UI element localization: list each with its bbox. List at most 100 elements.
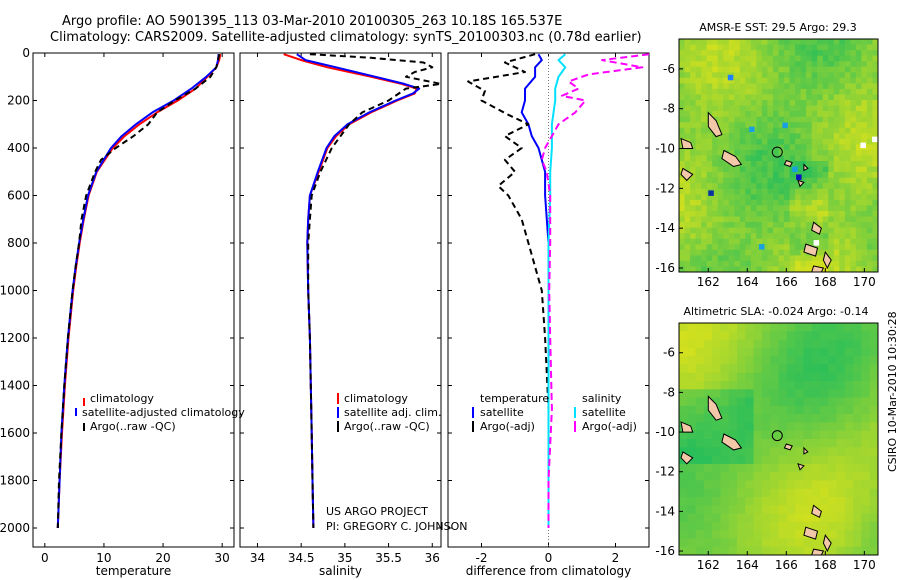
map-cell [784, 88, 791, 95]
map-cell [789, 55, 796, 62]
map-cell [795, 233, 802, 240]
map-cell [723, 260, 730, 267]
map-cell [737, 356, 746, 365]
map-cell [817, 127, 824, 134]
map-cell [767, 116, 774, 123]
map-cell [811, 44, 818, 51]
island [783, 443, 793, 451]
map-cell [753, 372, 763, 382]
map-cell [679, 238, 686, 245]
map-cell [861, 472, 871, 481]
map-cell [839, 138, 846, 145]
map-cell [679, 188, 686, 195]
map-cell [695, 183, 702, 190]
map-cell [737, 472, 746, 481]
map-cell [806, 77, 813, 84]
map-cell [679, 480, 688, 490]
map-cell [795, 447, 804, 457]
map-cell [717, 50, 724, 57]
map-cell [728, 188, 735, 195]
map-cell [745, 439, 755, 448]
map-cell [795, 116, 802, 123]
map-cell [861, 155, 868, 162]
map-cell [684, 211, 691, 218]
map-cell [789, 50, 796, 57]
map-cell [739, 66, 746, 73]
map-cell [684, 150, 691, 157]
map-cell [833, 194, 840, 201]
map-cell [811, 472, 821, 481]
map-cell [695, 405, 705, 415]
map-cell [822, 61, 829, 68]
map-cell [803, 463, 813, 473]
map-cell [844, 331, 854, 341]
map-cell [817, 133, 824, 140]
map-cell [706, 127, 713, 134]
island [803, 243, 819, 257]
map-cell [728, 116, 735, 123]
map-cell [720, 405, 730, 415]
map-cell [828, 233, 835, 240]
map-cell [800, 266, 807, 272]
map-cell [822, 166, 829, 173]
map-cell [844, 39, 851, 46]
map-cell [789, 150, 796, 157]
map-cell [806, 100, 813, 107]
map-cell [695, 389, 705, 399]
map-cell [745, 138, 752, 145]
map-cell [778, 546, 788, 555]
map-cell [866, 105, 873, 112]
map-cell [701, 144, 708, 151]
map-anomaly-cell [759, 244, 765, 250]
map-cell [712, 233, 719, 240]
map-cell [795, 472, 804, 481]
map-cell [806, 216, 813, 223]
map-cell [778, 397, 788, 407]
map-cell [872, 83, 878, 90]
map-cell [861, 497, 871, 506]
map-cell [701, 211, 708, 218]
map-cell [728, 472, 738, 481]
map-cell [723, 44, 730, 51]
map-cell [853, 347, 862, 357]
map-cell [811, 111, 818, 118]
map-cell [728, 133, 735, 140]
map-x-tick-label: 162 [697, 275, 720, 289]
map-cell [820, 463, 829, 473]
map-cell [839, 238, 846, 245]
map-cell [753, 381, 763, 390]
map-cell [822, 244, 829, 251]
map-cell [855, 66, 862, 73]
map-cell [795, 72, 802, 79]
map-cell [728, 455, 738, 465]
map-cell [703, 538, 713, 548]
map-cell [778, 414, 788, 423]
map-cell [795, 480, 804, 490]
map-cell [833, 88, 840, 95]
map-cell [811, 116, 818, 123]
map-cell [828, 161, 835, 168]
map-cell [690, 255, 697, 262]
map-cell [869, 439, 878, 448]
map-cell [853, 381, 862, 390]
map-cell [761, 249, 768, 256]
map-cell [745, 364, 755, 374]
map-cell [767, 199, 774, 206]
map-cell [723, 233, 730, 240]
map-cell [828, 255, 835, 262]
map-cell [850, 238, 857, 245]
map-cell [745, 166, 752, 173]
map-cell [756, 44, 763, 51]
map-cell [679, 323, 688, 332]
map-cell [820, 530, 829, 539]
map-cell [833, 50, 840, 57]
map-cell [679, 266, 686, 272]
map-cell [734, 88, 741, 95]
map-cell [811, 347, 821, 357]
map-cell [684, 266, 691, 272]
map-cell [690, 94, 697, 101]
map-cell [712, 339, 722, 349]
map-cell [703, 480, 713, 490]
map-cell [728, 430, 738, 440]
map-cell [817, 183, 824, 190]
